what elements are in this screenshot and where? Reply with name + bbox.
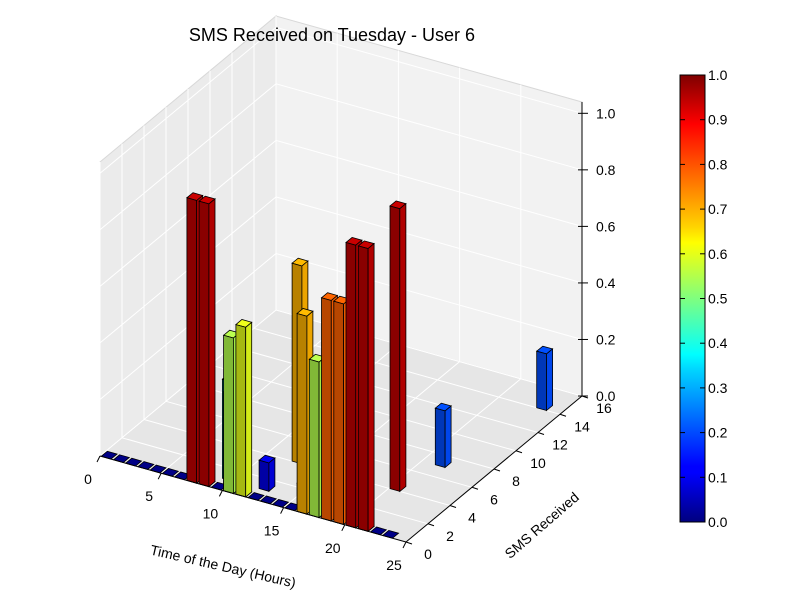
bar-front — [223, 334, 234, 495]
x-tick-label: 0 — [84, 471, 92, 487]
bar — [434, 402, 452, 469]
y-tick-mark — [537, 432, 545, 435]
y-axis-label: SMS Received — [502, 489, 582, 562]
bar-side — [546, 348, 553, 412]
x-tick-label: 20 — [325, 540, 341, 556]
bar-front — [434, 407, 446, 469]
colorbar-tick-label: 0.7 — [708, 201, 728, 217]
y-tick-label: 2 — [446, 528, 454, 544]
bar-front — [186, 197, 198, 484]
z-tick-label: 0.0 — [596, 388, 616, 404]
colorbar-tick-label: 0.4 — [708, 335, 728, 351]
bar-front — [389, 205, 401, 492]
colorbar-tick-label: 0.6 — [708, 246, 728, 262]
y-tick-label: 0 — [424, 546, 432, 562]
colorbar-tick-label: 0.2 — [708, 425, 728, 441]
z-tick-label: 0.6 — [596, 218, 616, 234]
bar — [235, 319, 253, 498]
y-tick-mark — [471, 486, 479, 490]
x-tick-mark — [218, 490, 223, 497]
colorbar-tick-label: 1.0 — [708, 67, 728, 83]
y-tick-mark — [493, 468, 501, 472]
x-tick-mark — [157, 472, 162, 480]
y-tick-label: 16 — [596, 400, 612, 416]
bar-front — [308, 358, 320, 519]
y-tick-label: 14 — [574, 418, 590, 434]
y-tick-label: 6 — [490, 491, 498, 507]
x-tick-label: 25 — [386, 557, 402, 573]
bar-side — [268, 457, 276, 493]
bar-front — [198, 200, 210, 488]
colorbar-tick-label: 0.8 — [708, 156, 728, 172]
x-tick-mark — [280, 507, 285, 514]
axes-layer: 051015202502468101214160.00.20.40.60.81.… — [84, 102, 616, 573]
grid-line-z — [99, 139, 583, 287]
bar-side — [367, 242, 375, 533]
bar-front — [345, 241, 357, 529]
x-axis-line — [99, 455, 407, 543]
colorbar-tick-label: 0.1 — [708, 469, 728, 485]
y-tick-mark — [515, 450, 523, 454]
y-tick-label: 10 — [530, 455, 546, 471]
bar-side — [208, 198, 216, 488]
bar — [535, 345, 554, 412]
bar-front — [235, 324, 247, 498]
colorbar-tick-label: 0.9 — [708, 112, 728, 128]
bar-side — [399, 202, 407, 493]
grid-line-z — [99, 26, 583, 174]
bar-front — [536, 350, 547, 412]
z-tick-label: 0.8 — [596, 162, 616, 178]
bar — [357, 240, 375, 533]
bar-front — [321, 297, 332, 522]
bar-side — [245, 321, 253, 498]
bar-side — [444, 405, 452, 469]
x-tick-mark — [341, 524, 346, 532]
x-tick-label: 10 — [203, 505, 219, 521]
y-tick-label: 4 — [468, 510, 476, 526]
grid-line-z — [99, 252, 583, 400]
x-tick-label: 5 — [145, 488, 153, 504]
y-tick-label: 12 — [552, 437, 568, 453]
y-tick-mark — [449, 505, 457, 508]
bars-layer — [100, 192, 554, 539]
y-tick-mark — [405, 541, 413, 545]
colorbar-ticks: 0.0 0.1 0.2 0.3 0.4 0.5 0.6 0.7 0.8 0.9 1.0 — [680, 67, 728, 530]
bar — [258, 454, 276, 493]
colorbar-tick-label: 0.3 — [708, 380, 728, 396]
x-tick-mark — [96, 455, 101, 463]
bar-front — [258, 459, 270, 492]
bar — [198, 195, 216, 488]
z-tick-label: 1.0 — [596, 105, 616, 121]
colorbar-tick-label: 0.0 — [708, 514, 728, 530]
x-tick-label: 15 — [264, 523, 280, 539]
colorbar-tick-label: 0.5 — [708, 291, 728, 307]
x-tick-mark — [402, 541, 407, 549]
bar-front — [296, 312, 308, 515]
z-tick-label: 0.4 — [596, 275, 616, 291]
z-tick-label: 0.2 — [596, 331, 616, 347]
y-tick-label: 8 — [512, 473, 520, 489]
y-tick-mark — [427, 523, 435, 527]
bar-front — [333, 300, 345, 526]
chart-title: SMS Received on Tuesday - User 6 — [189, 25, 475, 45]
bar-front — [357, 245, 369, 532]
x-axis-label: Time of the Day (Hours) — [149, 542, 298, 591]
grid-line-z — [99, 83, 583, 231]
bar — [389, 200, 407, 493]
grid-line-z — [99, 309, 583, 457]
grid-line-z — [99, 196, 583, 344]
y-tick-mark — [559, 413, 567, 417]
